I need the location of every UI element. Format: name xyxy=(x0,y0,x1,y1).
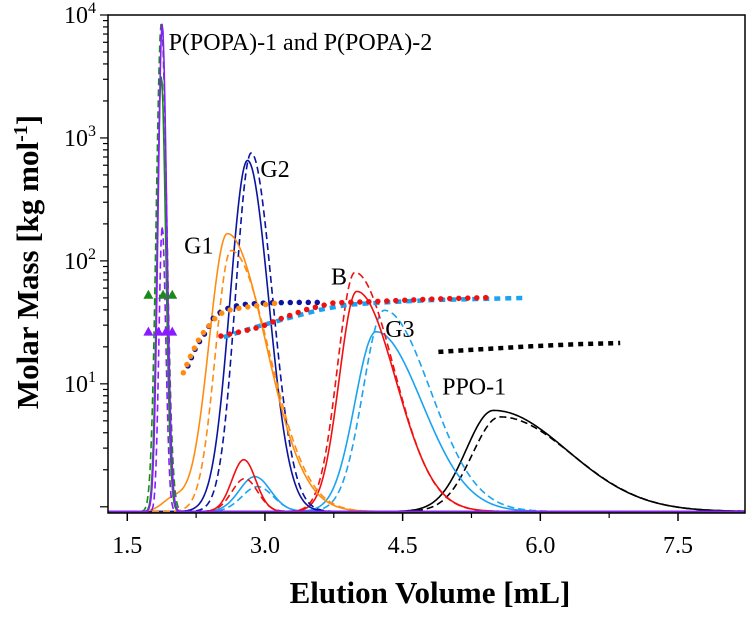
chromatogram-p-popa-1-dashed xyxy=(108,225,745,513)
x-tick-label: 4.5 xyxy=(388,533,418,559)
peak-label-p-popa-1-and-p-popa-2: P(POPA)-1 and P(POPA)-2 xyxy=(169,30,433,56)
y-tick-base: 10 xyxy=(64,249,88,275)
x-axis-title: Elution Volume [mL] xyxy=(290,575,571,610)
x-tick-label: 6.0 xyxy=(525,533,555,559)
y-tick-exponent: 3 xyxy=(88,123,96,140)
y-tick-exponent: 4 xyxy=(88,0,96,17)
x-tick-label: 3.0 xyxy=(250,533,280,559)
y-tick-base: 10 xyxy=(64,3,88,29)
y-tick-label: 104 xyxy=(64,0,96,29)
series-g3-molar-mass xyxy=(223,295,527,340)
peak-label-g1: G1 xyxy=(184,233,213,259)
chromatogram-p-popa-2-dashed xyxy=(108,23,745,513)
y-axis-title-end: ] xyxy=(10,115,45,125)
chromatogram-p-popa-2-solid xyxy=(108,76,745,513)
series-p-popa-2-molar-mass-marker xyxy=(158,289,169,299)
molar-mass-series xyxy=(143,289,621,376)
series-g1-molar-mass xyxy=(180,300,282,376)
series-p-popa-1-molar-mass-marker xyxy=(153,326,164,336)
plot-border xyxy=(107,14,746,514)
chromatogram-traces xyxy=(108,23,745,513)
chromatogram-g3-solid xyxy=(108,330,745,513)
peak-label-b: B xyxy=(331,265,347,291)
peak-label-ppo-1: PPO-1 xyxy=(442,374,506,400)
x-tick-label: 7.5 xyxy=(663,533,693,559)
y-axis-title-main: Molar Mass [kg mol xyxy=(10,142,45,410)
y-tick-exponent: 1 xyxy=(88,369,96,386)
y-tick-exponent: 2 xyxy=(88,246,96,263)
y-tick-base: 10 xyxy=(64,372,88,398)
series-p-popa-2-molar-mass-marker xyxy=(167,289,178,299)
chromatogram-g3-dashed xyxy=(108,309,745,513)
y-tick-base: 10 xyxy=(64,126,88,152)
y-tick-label: 103 xyxy=(64,123,96,152)
series-p-popa-1-molar-mass-marker xyxy=(160,326,171,336)
x-tick-label: 1.5 xyxy=(112,533,142,559)
y-tick-label: 102 xyxy=(64,246,96,275)
chromatogram-p-popa-1-solid xyxy=(108,23,745,513)
series-p-popa-1-molar-mass-marker xyxy=(143,326,154,336)
y-axis-title: Molar Mass [kg mol-1] xyxy=(10,115,45,409)
series-ppo-1-molar-mass xyxy=(438,340,621,355)
peak-label-g3: G3 xyxy=(385,317,414,343)
peak-label-g2: G2 xyxy=(260,157,289,183)
peak-labels: P(POPA)-1 and P(POPA)-2 G2 G1 B G3 PPO-1 xyxy=(169,30,507,401)
plot-frame xyxy=(107,14,746,514)
chromatogram-b-solid xyxy=(108,290,745,513)
y-axis-title-sup: -1 xyxy=(10,125,32,142)
series-p-popa-2-molar-mass-marker xyxy=(143,289,154,299)
y-tick-label: 101 xyxy=(64,369,96,398)
series-p-popa-1-molar-mass-marker xyxy=(167,326,178,336)
series-b-molar-mass xyxy=(218,294,498,339)
